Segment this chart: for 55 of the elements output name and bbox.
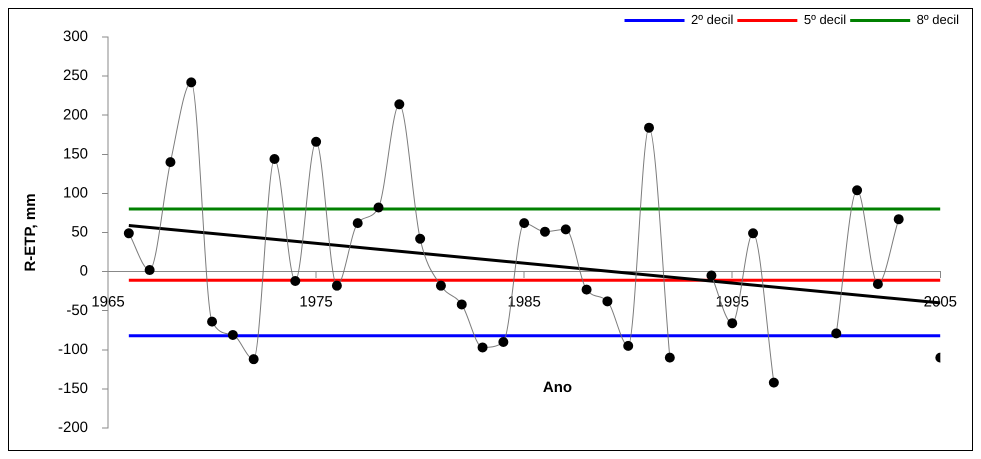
point xyxy=(748,228,758,238)
point xyxy=(415,234,426,244)
legend-label: 8º decil xyxy=(916,12,960,28)
y-tick-label: 200 xyxy=(62,106,88,124)
y-axis-title: R-ETP, mm xyxy=(22,193,40,272)
y-tick-label: 50 xyxy=(71,224,88,241)
x-tick-label: 1965 xyxy=(91,294,125,311)
y-tick-label: 300 xyxy=(62,28,88,46)
point xyxy=(478,342,488,352)
point xyxy=(436,280,446,291)
point xyxy=(727,318,738,328)
point xyxy=(124,228,134,238)
point xyxy=(290,276,300,286)
legend-label: 2º decil xyxy=(691,12,734,28)
point xyxy=(248,354,259,364)
point xyxy=(560,224,571,234)
point xyxy=(269,154,280,164)
point xyxy=(456,299,467,310)
point xyxy=(519,218,530,228)
point xyxy=(872,279,883,290)
y-tick-label: 0 xyxy=(80,262,88,280)
point xyxy=(332,280,342,291)
y-tick-label: -150 xyxy=(58,380,88,398)
point xyxy=(644,122,654,133)
x-axis-title: Ano xyxy=(542,379,572,396)
point xyxy=(207,316,218,327)
x-tick-label: 1985 xyxy=(507,294,541,311)
x-tick-label: 1975 xyxy=(299,294,333,311)
point xyxy=(602,296,612,306)
y-tick-label: 250 xyxy=(62,67,88,84)
point xyxy=(664,352,675,363)
point xyxy=(498,336,508,347)
point xyxy=(352,218,363,228)
legend-label: 5º decil xyxy=(804,12,846,28)
point xyxy=(186,77,196,88)
point xyxy=(311,136,322,147)
point xyxy=(540,226,550,237)
point xyxy=(165,157,176,168)
point xyxy=(394,99,404,110)
x-tick-label: 1995 xyxy=(716,294,749,311)
y-tick-label: -200 xyxy=(58,419,88,436)
point xyxy=(582,284,592,295)
point xyxy=(894,214,904,224)
y-tick-label: -100 xyxy=(58,340,88,358)
point xyxy=(144,265,155,276)
point xyxy=(374,202,384,212)
point xyxy=(831,328,842,338)
point xyxy=(706,270,716,281)
y-tick-label: -50 xyxy=(66,302,88,319)
point xyxy=(228,330,238,340)
point xyxy=(623,340,634,351)
y-tick-label: 150 xyxy=(62,145,88,162)
point xyxy=(852,185,862,196)
point xyxy=(768,378,779,388)
y-tick-label: 100 xyxy=(62,184,88,202)
